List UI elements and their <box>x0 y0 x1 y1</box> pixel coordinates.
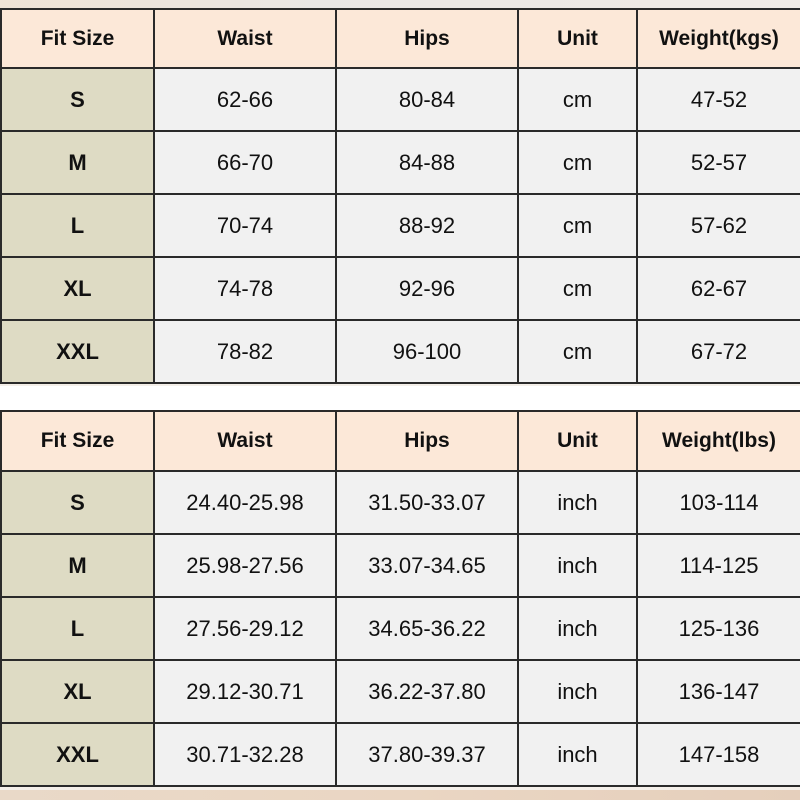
cell-unit: cm <box>517 256 638 321</box>
cell-weight: 52-57 <box>636 130 800 195</box>
cell-weight: 57-62 <box>636 193 800 258</box>
cell-waist: 24.40-25.98 <box>153 470 337 535</box>
column-header-unit: Unit <box>517 8 638 69</box>
cell-hips: 37.80-39.37 <box>335 722 519 787</box>
cell-hips: 34.65-36.22 <box>335 596 519 661</box>
cell-waist: 78-82 <box>153 319 337 384</box>
cell-unit: inch <box>517 659 638 724</box>
column-header-fit-size: Fit Size <box>0 8 155 69</box>
cell-unit: inch <box>517 533 638 598</box>
cell-fit-size: S <box>0 470 155 535</box>
cell-unit: inch <box>517 722 638 787</box>
table-row: M 25.98-27.56 33.07-34.65 inch 114-125 <box>0 533 800 598</box>
column-header-hips: Hips <box>335 410 519 472</box>
cell-waist: 74-78 <box>153 256 337 321</box>
cell-waist: 66-70 <box>153 130 337 195</box>
column-header-waist: Waist <box>153 8 337 69</box>
cell-fit-size: L <box>0 193 155 258</box>
cell-unit: cm <box>517 319 638 384</box>
cell-unit: cm <box>517 130 638 195</box>
cell-waist: 62-66 <box>153 67 337 132</box>
column-header-hips: Hips <box>335 8 519 69</box>
cell-waist: 30.71-32.28 <box>153 722 337 787</box>
cell-hips: 80-84 <box>335 67 519 132</box>
header-row: Fit Size Waist Hips Unit Weight(lbs) <box>0 410 800 472</box>
cell-weight: 47-52 <box>636 67 800 132</box>
cell-fit-size: M <box>0 533 155 598</box>
column-header-weight: Weight(lbs) <box>636 410 800 472</box>
cell-weight: 62-67 <box>636 256 800 321</box>
cell-weight: 103-114 <box>636 470 800 535</box>
cell-fit-size: XXL <box>0 319 155 384</box>
cell-hips: 92-96 <box>335 256 519 321</box>
cell-weight: 114-125 <box>636 533 800 598</box>
cell-hips: 96-100 <box>335 319 519 384</box>
cell-unit: cm <box>517 193 638 258</box>
cell-hips: 36.22-37.80 <box>335 659 519 724</box>
cell-hips: 84-88 <box>335 130 519 195</box>
cell-fit-size: XXL <box>0 722 155 787</box>
cell-weight: 147-158 <box>636 722 800 787</box>
cell-weight: 67-72 <box>636 319 800 384</box>
column-header-unit: Unit <box>517 410 638 472</box>
table-row: L 27.56-29.12 34.65-36.22 inch 125-136 <box>0 596 800 661</box>
column-header-weight: Weight(kgs) <box>636 8 800 69</box>
cell-unit: inch <box>517 596 638 661</box>
table-row: L 70-74 88-92 cm 57-62 <box>0 193 800 258</box>
cell-fit-size: S <box>0 67 155 132</box>
header-row: Fit Size Waist Hips Unit Weight(kgs) <box>0 8 800 69</box>
table-row: XXL 30.71-32.28 37.80-39.37 inch 147-158 <box>0 722 800 787</box>
column-header-waist: Waist <box>153 410 337 472</box>
size-chart-metric: Fit Size Waist Hips Unit Weight(kgs) S 62-66 8… <box>0 8 800 384</box>
table-row: XXL 78-82 96-100 cm 67-72 <box>0 319 800 384</box>
cell-hips: 88-92 <box>335 193 519 258</box>
column-header-fit-size: Fit Size <box>0 410 155 472</box>
background-photo-top <box>0 0 800 8</box>
table-row: M 66-70 84-88 cm 52-57 <box>0 130 800 195</box>
cell-fit-size: XL <box>0 659 155 724</box>
cell-waist: 25.98-27.56 <box>153 533 337 598</box>
cell-weight: 136-147 <box>636 659 800 724</box>
cell-hips: 31.50-33.07 <box>335 470 519 535</box>
size-chart-imperial: Fit Size Waist Hips Unit Weight(lbs) S 24.40-… <box>0 410 800 787</box>
cell-fit-size: L <box>0 596 155 661</box>
cell-waist: 27.56-29.12 <box>153 596 337 661</box>
cell-fit-size: M <box>0 130 155 195</box>
cell-hips: 33.07-34.65 <box>335 533 519 598</box>
table-row: XL 29.12-30.71 36.22-37.80 inch 136-147 <box>0 659 800 724</box>
table-row: XL 74-78 92-96 cm 62-67 <box>0 256 800 321</box>
table-row: S 62-66 80-84 cm 47-52 <box>0 67 800 132</box>
cell-unit: cm <box>517 67 638 132</box>
cell-waist: 29.12-30.71 <box>153 659 337 724</box>
table-separator <box>0 386 800 410</box>
cell-fit-size: XL <box>0 256 155 321</box>
cell-waist: 70-74 <box>153 193 337 258</box>
cell-unit: inch <box>517 470 638 535</box>
cell-weight: 125-136 <box>636 596 800 661</box>
table-row: S 24.40-25.98 31.50-33.07 inch 103-114 <box>0 470 800 535</box>
background-photo-bottom <box>0 790 800 800</box>
